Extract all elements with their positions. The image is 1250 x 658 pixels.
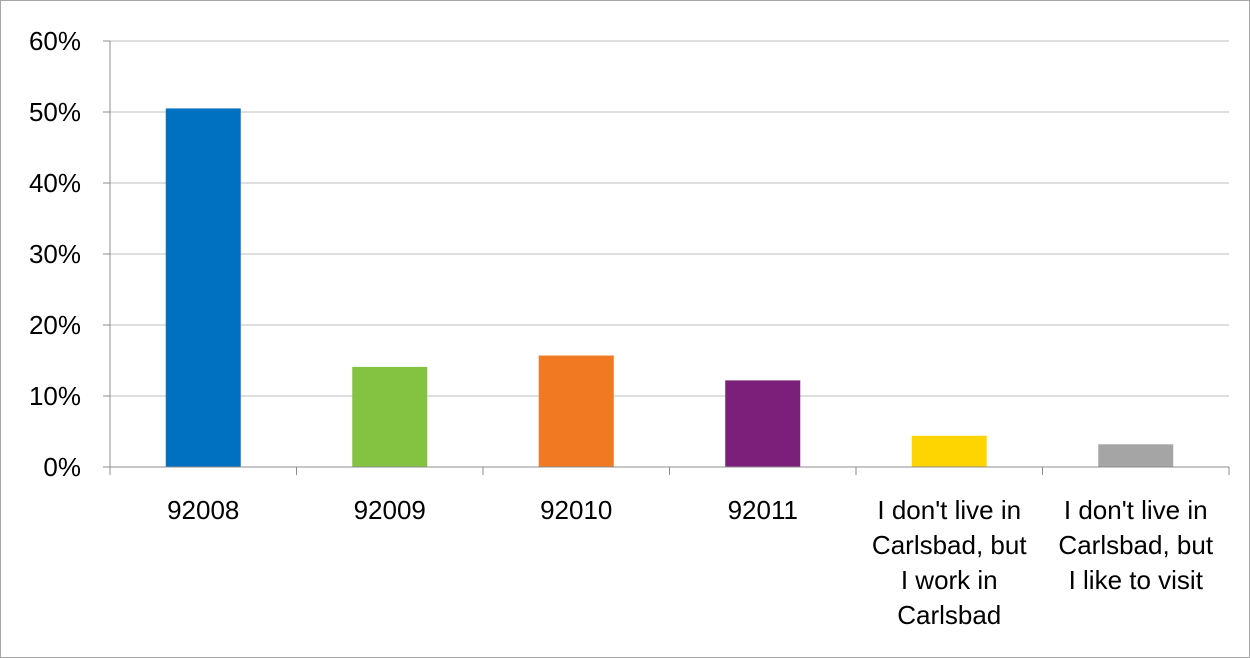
x-tick-label-0: 92008 — [167, 495, 239, 525]
y-tick-label-2: 20% — [29, 310, 81, 340]
y-tick-label-4: 40% — [29, 168, 81, 198]
y-tick-label-1: 10% — [29, 381, 81, 411]
x-tick-label-5: I don't live in Carlsbad, but I like to vi… — [1058, 495, 1213, 595]
x-tick-label-3: 92011 — [728, 495, 798, 525]
x-tick-label-4-line-0: I don't live in — [877, 495, 1021, 525]
x-tick-label-3-line-0: 92011 — [728, 495, 798, 525]
bar-3 — [725, 380, 801, 467]
bar-2 — [538, 355, 614, 467]
bar-1 — [352, 366, 428, 467]
y-tick-label-3: 30% — [29, 239, 81, 269]
x-tick-label-0-line-0: 92008 — [167, 495, 239, 525]
x-tick-label-2-line-0: 92010 — [540, 495, 612, 525]
x-tick-label-4: I don't live in Carlsbad, but I work in Car… — [872, 495, 1027, 630]
x-tick-label-4-line-2: I work in — [901, 565, 998, 595]
x-tick-label-5-line-2: I like to visit — [1069, 565, 1204, 595]
bar-5 — [1098, 444, 1174, 467]
x-tick-label-5-line-0: I don't live in — [1064, 495, 1208, 525]
bar-4 — [911, 435, 987, 467]
x-tick-label-1-line-0: 92009 — [354, 495, 426, 525]
y-tick-label-6: 60% — [29, 26, 81, 56]
x-tick-label-1: 92009 — [354, 495, 426, 525]
x-tick-label-5-line-1: Carlsbad, but — [1058, 530, 1213, 560]
x-tick-label-4-line-3: Carlsbad — [897, 600, 1001, 630]
x-tick-label-4-line-1: Carlsbad, but — [872, 530, 1027, 560]
y-tick-label-0: 0% — [43, 452, 81, 482]
y-tick-label-5: 50% — [29, 97, 81, 127]
bar-0 — [165, 108, 241, 467]
x-tick-label-2: 92010 — [540, 495, 612, 525]
